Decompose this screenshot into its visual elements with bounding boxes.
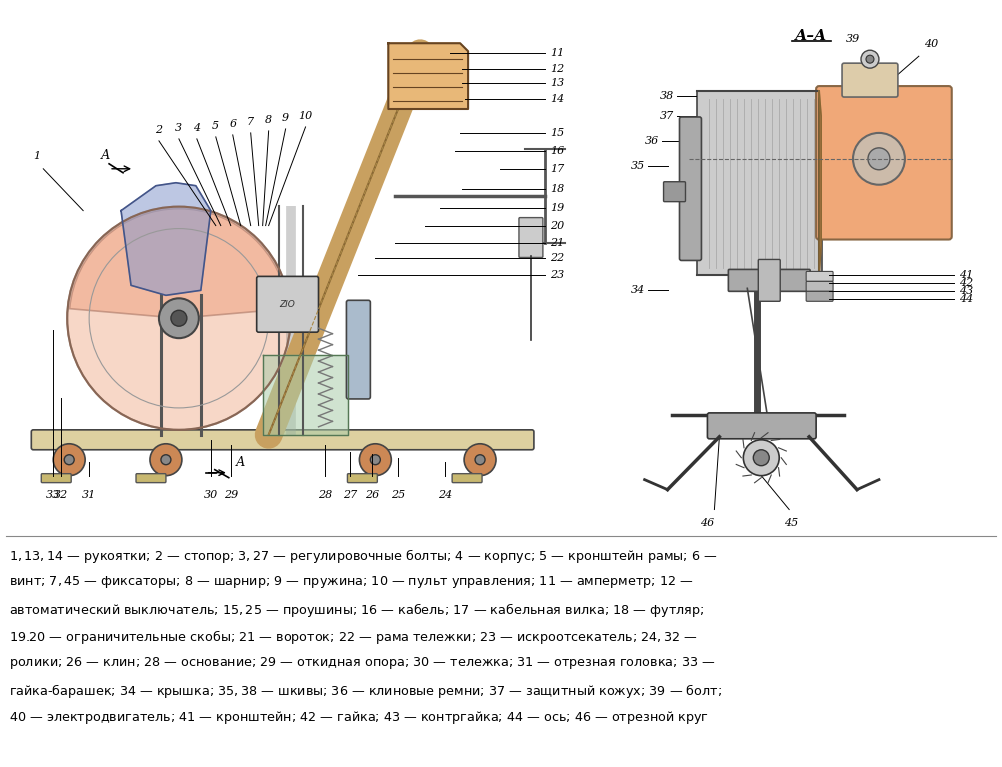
Text: ролики; $\mathit{26}$ — клин; $\mathit{28}$ — основание; $\mathit{29}$ — откидна: ролики; $\mathit{26}$ — клин; $\mathit{2… <box>9 655 715 671</box>
Polygon shape <box>263 355 349 435</box>
Text: 27: 27 <box>344 489 358 499</box>
Text: 11: 11 <box>550 48 564 58</box>
Text: 23: 23 <box>550 271 564 281</box>
Text: 10: 10 <box>299 111 313 121</box>
Circle shape <box>360 444 392 476</box>
FancyBboxPatch shape <box>31 430 534 449</box>
Text: 2: 2 <box>155 125 162 135</box>
Text: 3: 3 <box>175 123 182 133</box>
FancyBboxPatch shape <box>807 281 833 291</box>
Text: 42: 42 <box>959 278 973 288</box>
Text: 7: 7 <box>247 117 255 127</box>
Text: 31: 31 <box>82 489 96 499</box>
Text: 14: 14 <box>550 94 564 104</box>
Text: ZIO: ZIO <box>280 300 296 309</box>
FancyBboxPatch shape <box>807 291 833 301</box>
FancyBboxPatch shape <box>452 474 482 482</box>
Text: 21: 21 <box>550 238 564 248</box>
Text: 12: 12 <box>550 64 564 74</box>
Text: 33: 33 <box>46 489 60 499</box>
FancyBboxPatch shape <box>41 474 71 482</box>
Text: А: А <box>235 456 245 469</box>
Text: гайка-барашек; $\mathit{34}$ — крышка; $\mathit{35, 38}$ — шкивы; $\mathit{36}$ : гайка-барашек; $\mathit{34}$ — крышка; $… <box>9 682 722 700</box>
Wedge shape <box>69 209 289 318</box>
FancyBboxPatch shape <box>697 91 822 275</box>
Text: 17: 17 <box>550 164 564 174</box>
Text: 18: 18 <box>550 184 564 194</box>
Text: 6: 6 <box>229 119 236 129</box>
Text: 36: 36 <box>645 136 659 146</box>
Text: $\mathit{19. 20}$ — ограничительные скобы; $\mathit{21}$ — вороток; $\mathit{22}: $\mathit{19. 20}$ — ограничительные скоб… <box>9 628 698 646</box>
FancyBboxPatch shape <box>707 413 816 439</box>
Text: 13: 13 <box>550 78 564 88</box>
Text: 19: 19 <box>550 202 564 212</box>
Circle shape <box>853 133 905 185</box>
Circle shape <box>53 444 85 476</box>
Text: 26: 26 <box>366 489 380 499</box>
Polygon shape <box>819 91 821 275</box>
Text: 9: 9 <box>282 113 290 123</box>
Circle shape <box>868 148 890 170</box>
Text: А–А: А–А <box>795 29 828 43</box>
Circle shape <box>150 444 182 476</box>
FancyBboxPatch shape <box>842 63 898 97</box>
Text: 28: 28 <box>319 489 333 499</box>
Text: 40: 40 <box>924 39 938 49</box>
FancyBboxPatch shape <box>347 301 371 399</box>
Text: 39: 39 <box>846 35 860 44</box>
Text: 4: 4 <box>193 123 200 133</box>
FancyBboxPatch shape <box>136 474 166 482</box>
Text: 29: 29 <box>223 489 237 499</box>
Text: 37: 37 <box>660 111 674 121</box>
FancyBboxPatch shape <box>816 86 952 239</box>
Text: 8: 8 <box>266 115 273 125</box>
FancyBboxPatch shape <box>679 117 701 261</box>
Text: 1: 1 <box>33 151 40 161</box>
Text: 44: 44 <box>959 295 973 304</box>
FancyBboxPatch shape <box>348 474 378 482</box>
FancyBboxPatch shape <box>728 269 811 291</box>
Circle shape <box>475 455 485 465</box>
Text: 43: 43 <box>959 286 973 296</box>
Text: 15: 15 <box>550 128 564 138</box>
Text: $\mathit{40}$ — электродвигатель; $\mathit{41}$ — кронштейн; $\mathit{42}$ — гай: $\mathit{40}$ — электродвигатель; $\math… <box>9 709 709 726</box>
Text: автоматический выключатель; $\mathit{15, 25}$ — проушины; $\mathit{16}$ — кабель: автоматический выключатель; $\mathit{15,… <box>9 601 704 619</box>
Circle shape <box>171 311 187 326</box>
Text: 46: 46 <box>700 518 714 528</box>
Text: 5: 5 <box>212 121 219 131</box>
Circle shape <box>464 444 496 476</box>
FancyBboxPatch shape <box>257 276 319 332</box>
Text: А: А <box>101 149 110 162</box>
Text: 24: 24 <box>438 489 452 499</box>
Text: 45: 45 <box>785 518 799 528</box>
FancyBboxPatch shape <box>663 182 685 202</box>
Text: 32: 32 <box>54 489 68 499</box>
Circle shape <box>866 55 874 63</box>
Circle shape <box>754 449 770 466</box>
Text: 38: 38 <box>660 91 674 101</box>
Circle shape <box>159 298 198 338</box>
Text: 20: 20 <box>550 221 564 231</box>
Text: 30: 30 <box>203 489 217 499</box>
FancyBboxPatch shape <box>519 218 543 258</box>
Text: 35: 35 <box>631 161 645 171</box>
Text: винт; $\mathit{7, 45}$ — фиксаторы; $\mathit{8}$ — шарнир; $\mathit{9}$ — пружин: винт; $\mathit{7, 45}$ — фиксаторы; $\ma… <box>9 574 693 591</box>
Circle shape <box>743 439 780 476</box>
Text: 25: 25 <box>391 489 406 499</box>
Polygon shape <box>121 183 210 295</box>
Text: 34: 34 <box>631 285 645 295</box>
Circle shape <box>861 50 879 68</box>
Polygon shape <box>389 43 468 109</box>
Circle shape <box>67 206 291 430</box>
Circle shape <box>371 455 381 465</box>
FancyBboxPatch shape <box>807 272 833 281</box>
Text: $\mathit{1, 13, 14}$ — рукоятки; $\mathit{2}$ — стопор; $\mathit{3, 27}$ — регул: $\mathit{1, 13, 14}$ — рукоятки; $\mathi… <box>9 548 717 565</box>
Circle shape <box>64 455 74 465</box>
Text: 41: 41 <box>959 271 973 281</box>
Text: 16: 16 <box>550 146 564 156</box>
Text: 22: 22 <box>550 253 564 263</box>
FancyBboxPatch shape <box>759 259 781 301</box>
Circle shape <box>161 455 171 465</box>
